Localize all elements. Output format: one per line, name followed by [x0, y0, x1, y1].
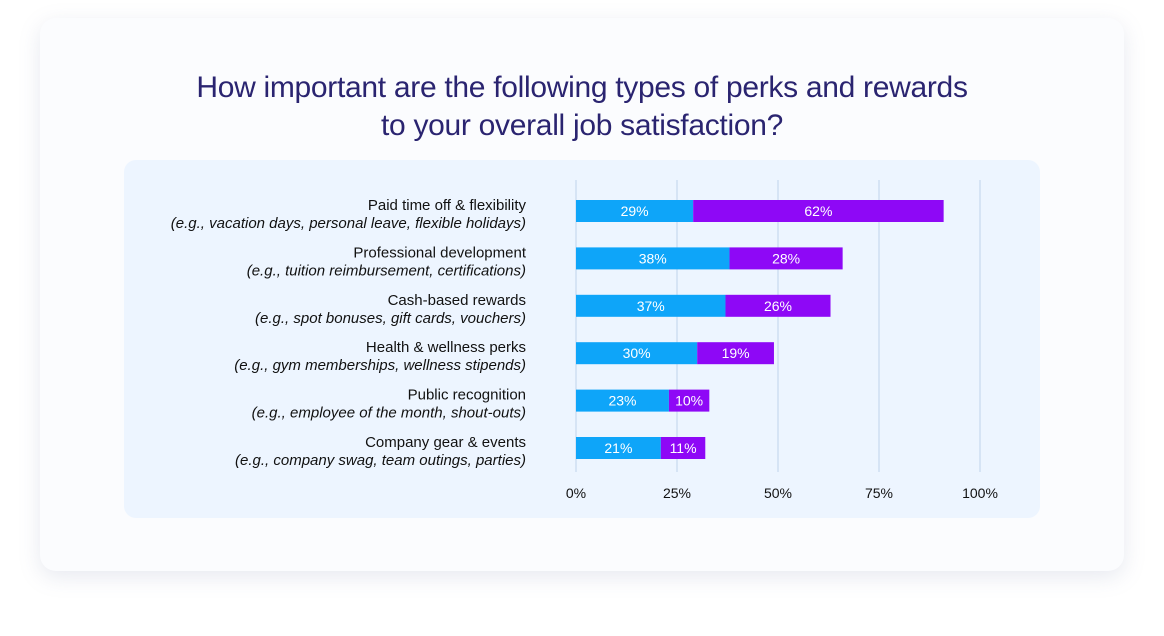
x-tick-label: 75%	[865, 485, 893, 501]
category-label: Company gear & events	[365, 434, 526, 451]
data-label: 11%	[670, 440, 697, 456]
category-label: Public recognition	[408, 387, 526, 404]
category-sublabel: (e.g., vacation days, personal leave, fl…	[171, 215, 526, 232]
category-sublabel: (e.g., company swag, team outings, parti…	[235, 452, 526, 469]
data-label: 10%	[675, 393, 703, 409]
x-tick-label: 0%	[566, 485, 586, 501]
bar-segment-2	[725, 294, 831, 317]
chart-title: How important are the following types of…	[0, 69, 1164, 145]
data-label: 26%	[764, 298, 792, 314]
bar-segment-2	[697, 342, 774, 365]
category-sublabel: (e.g., spot bonuses, gift cards, voucher…	[255, 310, 526, 327]
title-line-2: to your overall job satisfaction?	[381, 109, 783, 142]
x-tick-label: 25%	[663, 485, 691, 501]
data-label: 28%	[772, 250, 800, 266]
bar-segment-2	[729, 247, 843, 270]
category-label: Health & wellness perks	[366, 339, 526, 356]
title-line-1: How important are the following types of…	[196, 71, 968, 104]
category-label: Paid time off & flexibility	[368, 197, 527, 214]
data-label: 23%	[608, 393, 636, 409]
category-label: Cash-based rewards	[388, 292, 526, 309]
category-sublabel: (e.g., employee of the month, shout-outs…	[252, 405, 526, 422]
data-label: 29%	[621, 203, 649, 219]
x-tick-label: 100%	[962, 485, 998, 501]
bar-segment-2	[660, 437, 706, 459]
data-label: 21%	[604, 440, 632, 456]
bar-segment-1	[576, 342, 698, 365]
bar-segment-1	[576, 294, 726, 317]
data-label: 37%	[637, 298, 665, 314]
bar-segment-1	[576, 389, 669, 412]
x-tick-label: 50%	[764, 485, 792, 501]
data-label: 38%	[639, 250, 667, 266]
data-label: 62%	[804, 203, 832, 219]
bar-segment-2	[668, 389, 710, 412]
category-label: Professional development	[353, 244, 526, 261]
bar-segment-2	[693, 200, 944, 222]
bar-segment-1	[576, 247, 730, 270]
bar-segment-1	[576, 200, 694, 222]
data-label: 30%	[623, 345, 651, 361]
category-sublabel: (e.g., tuition reimbursement, certificat…	[247, 262, 526, 279]
data-label: 19%	[722, 345, 750, 361]
bar-segment-1	[576, 437, 661, 459]
category-sublabel: (e.g., gym memberships, wellness stipend…	[234, 357, 526, 374]
